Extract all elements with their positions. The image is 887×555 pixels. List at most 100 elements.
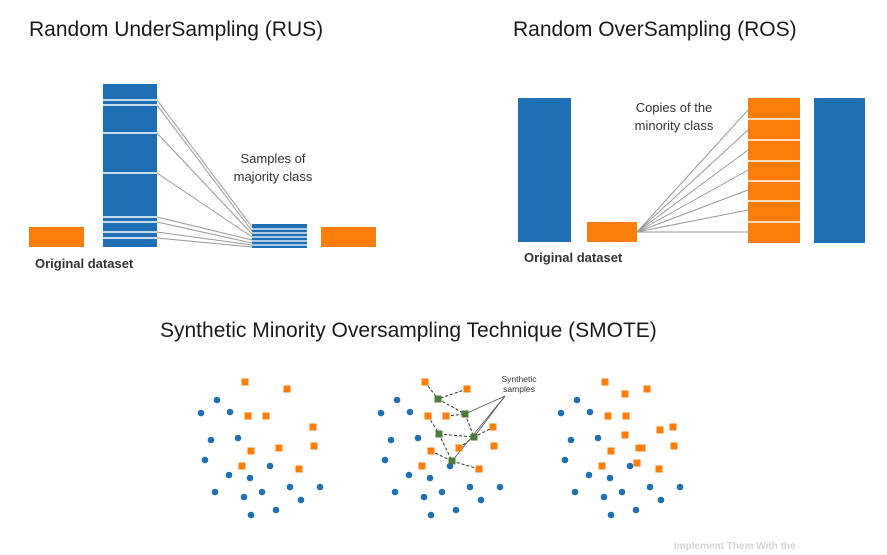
majority-point (557, 409, 565, 417)
majority-point (586, 408, 594, 416)
majority-point (387, 436, 395, 444)
ros-dataset-label: Original dataset (524, 250, 623, 265)
rus-undersampled-bar (252, 224, 307, 248)
dashed-link (451, 460, 480, 470)
minority-point (598, 462, 606, 470)
majority-point (247, 511, 255, 519)
minority-point (295, 465, 303, 473)
dashed-link (473, 426, 495, 438)
dashed-link (430, 450, 453, 462)
ros-minority-bar (587, 222, 637, 242)
minority-point (241, 378, 249, 386)
synthetic-point (461, 410, 469, 418)
dashed-link (437, 398, 466, 415)
ros-note-line2: minority class (634, 118, 714, 133)
ros-note-line1: Copies of the (635, 100, 713, 115)
majority-point (414, 434, 422, 442)
majority-point (585, 471, 593, 479)
smote-original-scatter (197, 378, 324, 519)
majority-point (438, 488, 446, 496)
minority-point (604, 412, 612, 420)
smote-note-line2: samples (503, 384, 535, 394)
majority-point (657, 496, 665, 504)
rus-minority-bar (29, 227, 84, 247)
majority-point (606, 474, 614, 482)
minority-point (421, 378, 429, 386)
majority-point (618, 488, 626, 496)
synthetic-point (435, 430, 443, 438)
majority-point (201, 456, 209, 464)
majority-point (258, 488, 266, 496)
smote-title: Synthetic Minority Oversampling Techniqu… (160, 319, 657, 342)
ros-copies-note: Copies of the minority class (624, 99, 724, 135)
ros-title: Random OverSampling (ROS) (513, 18, 797, 41)
majority-point (211, 488, 219, 496)
majority-point (207, 436, 215, 444)
dashed-link (437, 388, 468, 400)
minority-point (244, 412, 252, 420)
rus-samples-note: Samples of majority class (218, 150, 328, 186)
majority-point (632, 506, 640, 514)
minority-point (643, 385, 651, 393)
majority-point (240, 493, 248, 501)
minority-point (418, 462, 426, 470)
smote-note-line1: Synthetic (501, 374, 537, 384)
majority-point (427, 511, 435, 519)
smote-synthetic-note: Synthetic samples (494, 374, 544, 394)
ros-panel (518, 98, 865, 243)
rus-majority-bar (103, 84, 157, 247)
majority-point (452, 506, 460, 514)
rus-dataset-label: Original dataset (35, 256, 134, 271)
minority-point (475, 465, 483, 473)
pointer-line (464, 395, 506, 415)
minority-point (442, 412, 450, 420)
synthetic-point (448, 457, 456, 465)
majority-point (600, 493, 608, 501)
minority-point (656, 426, 664, 434)
minority-point (633, 459, 641, 467)
minority-point (607, 447, 615, 455)
rus-note-line2: majority class (233, 169, 313, 184)
minority-point (283, 385, 291, 393)
majority-point (213, 396, 221, 404)
minority-point (247, 447, 255, 455)
rus-panel (29, 84, 376, 248)
majority-point (477, 496, 485, 504)
majority-point (272, 506, 280, 514)
minority-point (309, 423, 317, 431)
minority-point (310, 442, 318, 450)
minority-point (455, 444, 463, 452)
majority-point (405, 471, 413, 479)
majority-point (246, 474, 254, 482)
ros-majority-bar (518, 98, 571, 242)
minority-point (238, 462, 246, 470)
majority-point (391, 488, 399, 496)
majority-point (225, 471, 233, 479)
minority-point (489, 423, 497, 431)
majority-point (567, 436, 575, 444)
minority-point (424, 412, 432, 420)
majority-point (426, 474, 434, 482)
minority-point (670, 442, 678, 450)
smote-dashed-links (424, 381, 495, 470)
majority-point (297, 496, 305, 504)
ros-connector-lines (636, 109, 749, 233)
majority-point (561, 456, 569, 464)
minority-point (621, 431, 629, 439)
minority-point (621, 390, 629, 398)
synthetic-point (434, 395, 442, 403)
dashed-link (464, 413, 475, 438)
minority-point (463, 385, 471, 393)
minority-point (490, 442, 498, 450)
rus-sample-stripes (103, 99, 157, 239)
smote-synthetic-scatter (377, 378, 506, 519)
dashed-link (438, 433, 453, 462)
rus-note-line1: Samples of (240, 151, 306, 166)
majority-point (646, 483, 654, 491)
minority-point (669, 423, 677, 431)
minority-point (275, 444, 283, 452)
smote-result-scatter (557, 378, 684, 519)
dashed-link (438, 433, 475, 438)
ros-result-majority-bar (814, 98, 865, 243)
majority-point (571, 488, 579, 496)
